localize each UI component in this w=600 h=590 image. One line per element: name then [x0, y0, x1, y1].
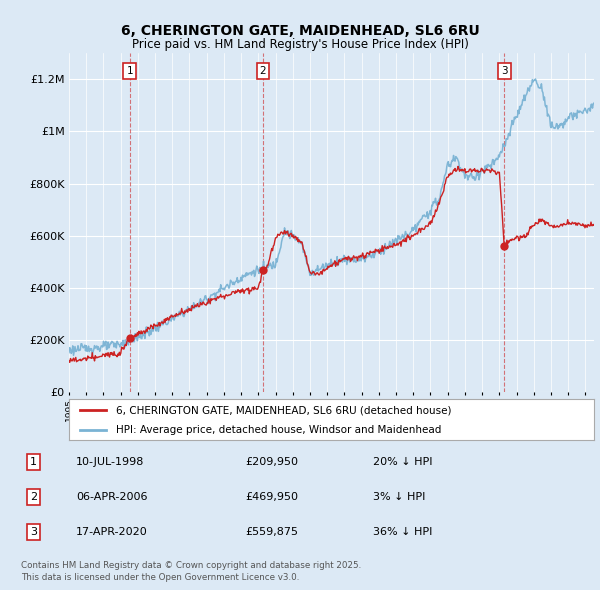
Text: 36% ↓ HPI: 36% ↓ HPI	[373, 527, 432, 537]
Text: 1: 1	[127, 66, 133, 76]
Text: £209,950: £209,950	[245, 457, 298, 467]
Text: Price paid vs. HM Land Registry's House Price Index (HPI): Price paid vs. HM Land Registry's House …	[131, 38, 469, 51]
Text: 3: 3	[30, 527, 37, 537]
Text: 1: 1	[30, 457, 37, 467]
Text: £469,950: £469,950	[245, 492, 298, 502]
Text: 17-APR-2020: 17-APR-2020	[76, 527, 148, 537]
Text: £559,875: £559,875	[245, 527, 298, 537]
Text: This data is licensed under the Open Government Licence v3.0.: This data is licensed under the Open Gov…	[21, 572, 299, 582]
Text: HPI: Average price, detached house, Windsor and Maidenhead: HPI: Average price, detached house, Wind…	[116, 425, 442, 434]
Text: 6, CHERINGTON GATE, MAIDENHEAD, SL6 6RU (detached house): 6, CHERINGTON GATE, MAIDENHEAD, SL6 6RU …	[116, 405, 452, 415]
Text: 20% ↓ HPI: 20% ↓ HPI	[373, 457, 433, 467]
Text: 6, CHERINGTON GATE, MAIDENHEAD, SL6 6RU: 6, CHERINGTON GATE, MAIDENHEAD, SL6 6RU	[121, 24, 479, 38]
Text: 06-APR-2006: 06-APR-2006	[76, 492, 148, 502]
Text: 10-JUL-1998: 10-JUL-1998	[76, 457, 145, 467]
Text: 3: 3	[501, 66, 508, 76]
Text: Contains HM Land Registry data © Crown copyright and database right 2025.: Contains HM Land Registry data © Crown c…	[21, 560, 361, 570]
Text: 3% ↓ HPI: 3% ↓ HPI	[373, 492, 425, 502]
Text: 2: 2	[30, 492, 37, 502]
Text: 2: 2	[260, 66, 266, 76]
